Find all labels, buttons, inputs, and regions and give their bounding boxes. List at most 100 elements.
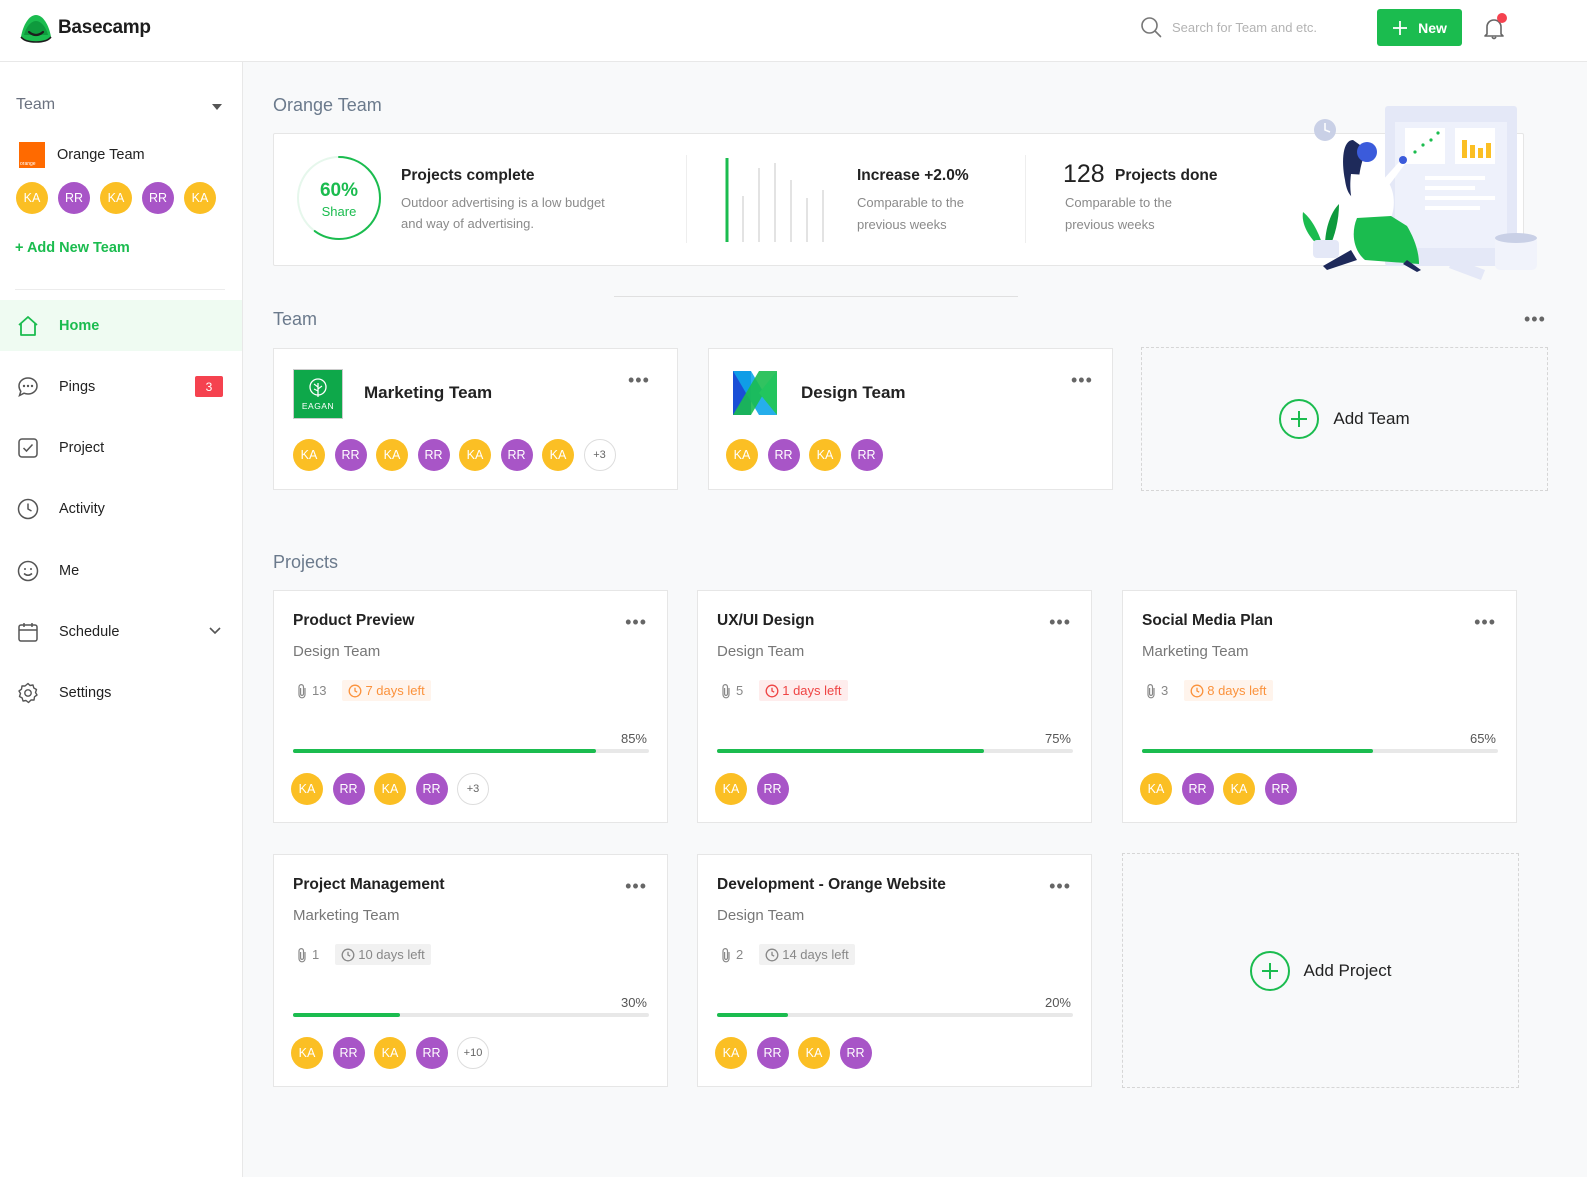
attachments[interactable]: 3 <box>1145 683 1168 699</box>
paperclip-icon <box>722 683 730 698</box>
add-project-card[interactable]: Add Project <box>1122 853 1519 1088</box>
team-card-marketing[interactable]: EAGAN Marketing Team ••• KA RR KA RR KA RR KA +… <box>273 348 678 490</box>
sidebar-item-pings[interactable]: Pings 3 <box>0 361 242 412</box>
project-card[interactable]: UX/UI Design ••• Design Team 5 1 days left 75… <box>697 590 1092 823</box>
calendar-icon <box>18 622 38 642</box>
avatar[interactable]: KA <box>809 439 841 471</box>
team-card-design[interactable]: Design Team ••• KA RR KA RR <box>708 348 1113 490</box>
avatar[interactable]: KA <box>184 182 216 214</box>
avatar[interactable]: RR <box>850 439 883 471</box>
project-more-icon[interactable]: ••• <box>1474 612 1496 632</box>
avatar[interactable]: RR <box>332 773 365 805</box>
project-card[interactable]: Product Preview ••• Design Team 13 7 days le… <box>273 590 668 823</box>
team-more-icon[interactable]: ••• <box>1071 370 1093 390</box>
team-more-icon[interactable]: ••• <box>628 370 650 390</box>
avatar[interactable]: KA <box>798 1037 830 1069</box>
avatar[interactable]: KA <box>100 182 132 214</box>
attachment-count: 1 <box>312 947 320 962</box>
sidebar-item-me[interactable]: Me <box>0 545 242 596</box>
attachments[interactable]: 13 <box>296 683 326 699</box>
project-more-icon[interactable]: ••• <box>1049 876 1071 896</box>
sidebar-divider <box>15 289 225 290</box>
org-current[interactable]: orange Orange Team <box>19 142 145 168</box>
avatar[interactable]: RR <box>332 1037 365 1069</box>
project-members: KA RR KA RR <box>715 1037 872 1069</box>
avatar[interactable]: KA <box>715 1037 747 1069</box>
clock-icon <box>17 499 39 520</box>
search-bar[interactable] <box>1140 16 1347 38</box>
avatar[interactable]: RR <box>417 439 450 471</box>
avatar[interactable]: KA <box>291 773 323 805</box>
avatar[interactable]: RR <box>839 1037 872 1069</box>
avatar[interactable]: RR <box>415 773 448 805</box>
avatar[interactable]: RR <box>415 1037 448 1069</box>
project-card[interactable]: Development - Orange Website ••• Design Te… <box>697 854 1092 1087</box>
avatar[interactable]: RR <box>756 773 789 805</box>
attachments[interactable]: 2 <box>720 947 743 963</box>
project-team: Marketing Team <box>293 907 400 924</box>
sidebar-item-schedule[interactable]: Schedule <box>0 606 242 657</box>
attachments[interactable]: 5 <box>720 683 743 699</box>
avatar[interactable]: KA <box>376 439 408 471</box>
add-team-card[interactable]: Add Team <box>1141 347 1548 491</box>
progress-bar <box>293 749 649 753</box>
clock-icon <box>349 684 362 697</box>
avatar[interactable]: KA <box>1140 773 1172 805</box>
sidebar-item-project[interactable]: Project <box>0 423 242 474</box>
project-title: Product Preview <box>293 612 415 629</box>
avatar[interactable]: KA <box>459 439 491 471</box>
team-selector[interactable]: Team <box>16 96 226 114</box>
project-meta: 5 1 days left <box>720 680 848 701</box>
team-selector-label: Team <box>16 96 56 113</box>
project-team: Design Team <box>717 643 805 660</box>
avatar[interactable]: KA <box>726 439 758 471</box>
add-new-team-link[interactable]: + Add New Team <box>15 240 130 256</box>
avatar[interactable]: KA <box>374 773 406 805</box>
avatar[interactable]: RR <box>756 1037 789 1069</box>
avatar[interactable]: RR <box>1264 773 1297 805</box>
add-project-label: Add Project <box>1303 960 1392 980</box>
project-team: Design Team <box>717 907 805 924</box>
sidebar-item-home[interactable]: Home <box>0 300 242 351</box>
project-more-icon[interactable]: ••• <box>1049 612 1071 632</box>
due-text: 10 days left <box>358 947 425 962</box>
project-card[interactable]: Project Management ••• Marketing Team 1 10 d… <box>273 854 668 1087</box>
progress-percentage: 30% <box>620 995 647 1010</box>
avatar[interactable]: RR <box>767 439 800 471</box>
avatar[interactable]: RR <box>500 439 533 471</box>
project-more-icon[interactable]: ••• <box>625 612 647 632</box>
avatar[interactable]: RR <box>334 439 367 471</box>
search-icon <box>1141 17 1162 38</box>
paperclip-icon <box>298 947 306 962</box>
share-progress-ring <box>297 156 381 240</box>
avatar[interactable]: RR <box>1181 773 1214 805</box>
avatar[interactable]: KA <box>374 1037 406 1069</box>
project-members: KA RR KA RR +10 <box>291 1037 489 1069</box>
project-card[interactable]: Social Media Plan ••• Marketing Team 3 8 day… <box>1122 590 1517 823</box>
more-members-badge[interactable]: +3 <box>457 773 489 805</box>
more-members-badge[interactable]: +10 <box>457 1037 489 1069</box>
avatar[interactable]: KA <box>1223 773 1255 805</box>
attachment-count: 5 <box>736 683 744 698</box>
avatar[interactable]: RR <box>142 182 174 214</box>
attachments[interactable]: 1 <box>296 947 319 963</box>
app-logo[interactable]: Basecamp <box>20 13 151 43</box>
project-more-icon[interactable]: ••• <box>625 876 647 896</box>
share-percentage: 60% <box>319 180 359 201</box>
checkbox-icon <box>18 438 38 458</box>
more-members-badge[interactable]: +3 <box>583 439 616 471</box>
sidebar-item-settings[interactable]: Settings <box>0 668 242 719</box>
new-button[interactable]: New <box>1377 9 1462 46</box>
avatar[interactable]: KA <box>542 439 574 471</box>
avatar[interactable]: KA <box>291 1037 323 1069</box>
project-team: Marketing Team <box>1142 643 1249 660</box>
avatar[interactable]: KA <box>16 182 48 214</box>
avatar[interactable]: KA <box>293 439 325 471</box>
design-team-logo-icon <box>733 371 777 415</box>
teams-more-icon[interactable]: ••• <box>1524 309 1546 329</box>
search-input[interactable] <box>1172 19 1347 35</box>
sidebar-item-activity[interactable]: Activity <box>0 484 242 535</box>
avatar[interactable]: KA <box>715 773 747 805</box>
notifications-button[interactable] <box>1482 13 1507 40</box>
avatar[interactable]: RR <box>58 182 90 214</box>
